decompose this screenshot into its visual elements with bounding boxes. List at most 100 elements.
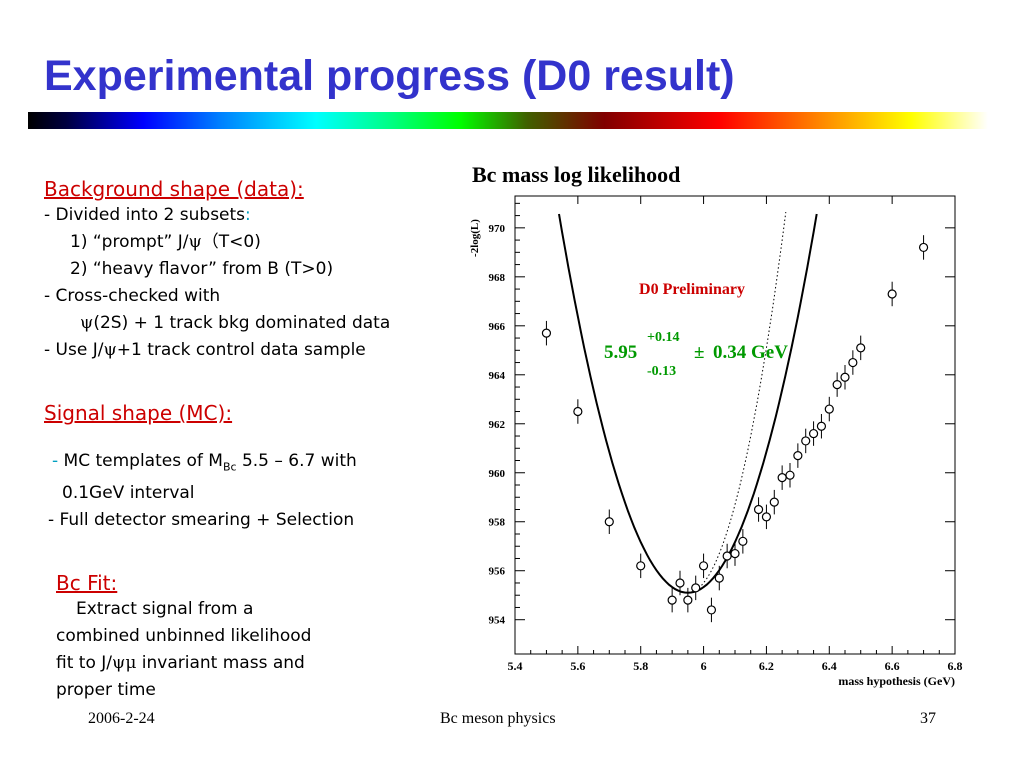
data-point xyxy=(777,473,787,483)
fit-curve xyxy=(558,213,818,594)
bg-line-5: ψ(2S) + 1 track bkg dominated data xyxy=(44,310,390,337)
slide-title: Experimental progress (D0 result) xyxy=(44,52,735,100)
data-point xyxy=(801,436,811,446)
data-point xyxy=(816,421,827,431)
x-tick-label: 6.4 xyxy=(822,659,837,673)
data-point xyxy=(832,379,842,390)
result-pm: ± xyxy=(694,342,704,363)
sig-line-1-post: 5.5 – 6.7 with xyxy=(236,451,357,471)
mass-result: 5.95 +0.14 -0.13 ± 0.34 GeV xyxy=(604,330,788,379)
bg-line-4: - Cross-checked with xyxy=(44,286,221,306)
y-tick-label: 954 xyxy=(489,615,506,627)
footer-center: Bc meson physics xyxy=(440,710,556,727)
data-point xyxy=(753,504,764,515)
fit-heading: Bc Fit: xyxy=(56,571,118,595)
psi-mu-symbol: ψμ xyxy=(112,653,137,673)
bg-line-1-colon: : xyxy=(245,205,251,225)
data-point xyxy=(691,583,701,593)
data-point xyxy=(698,561,709,571)
fit-section: Bc Fit: Extract signal from a combined u… xyxy=(56,570,311,704)
x-tick-label: 6 xyxy=(701,659,707,673)
psi-symbol: ψ xyxy=(188,232,202,252)
x-tick-label: 5.8 xyxy=(633,659,648,673)
data-point xyxy=(808,428,819,439)
bg-line-6-post: +1 track control data sample xyxy=(116,340,366,360)
data-point xyxy=(738,536,748,546)
data-point xyxy=(604,517,614,527)
data-point xyxy=(918,242,929,253)
preliminary-label: D0 Preliminary xyxy=(639,281,745,298)
background-heading: Background shape (data): xyxy=(44,177,304,201)
data-point xyxy=(848,357,858,368)
data-point xyxy=(683,595,693,605)
x-tick-label: 5.6 xyxy=(570,659,585,673)
psi-symbol: ψ xyxy=(80,313,94,333)
bg-line-3: 2) “heavy flavor” from B (T>0) xyxy=(70,259,334,279)
result-err-minus: -0.13 xyxy=(647,364,676,379)
data-point xyxy=(769,497,779,507)
bg-line-5-post: (2S) + 1 track bkg dominated data xyxy=(93,313,391,333)
data-point xyxy=(793,451,803,461)
data-point xyxy=(706,605,717,615)
y-tick-label: 962 xyxy=(489,419,506,431)
y-tick-label: 960 xyxy=(489,468,506,480)
x-axis-label: mass hypothesis (GeV) xyxy=(838,674,955,688)
rainbow-divider xyxy=(28,112,988,129)
y-tick-label: 964 xyxy=(489,370,506,382)
data-point xyxy=(840,372,850,382)
data-point xyxy=(714,573,724,583)
result-syst: 0.34 GeV xyxy=(713,342,788,363)
data-point xyxy=(761,512,772,522)
result-value: 5.95 xyxy=(604,342,637,363)
chart-title: Bc mass log likelihood xyxy=(472,162,681,187)
data-point xyxy=(887,289,897,299)
fit-line-3-post: invariant mass and xyxy=(136,653,305,673)
signal-heading: Signal shape (MC): xyxy=(44,401,233,425)
background-section: Background shape (data): - Divided into … xyxy=(44,176,390,364)
bg-line-6-pre: - Use J/ xyxy=(44,340,104,360)
sig-line-1-sub: Bc xyxy=(222,460,237,474)
sig-line-1-pre: MC templates of M xyxy=(58,451,223,471)
data-point xyxy=(824,404,834,414)
y-tick-label: 970 xyxy=(489,223,506,235)
fit-line-4: proper time xyxy=(56,680,156,700)
signal-section: Signal shape (MC): - MC templates of MBc… xyxy=(44,400,357,534)
bg-line-2-post: （T<0) xyxy=(201,232,261,252)
data-point xyxy=(730,548,740,559)
x-tick-label: 6.8 xyxy=(948,659,963,673)
x-tick-label: 5.4 xyxy=(508,659,523,673)
data-point xyxy=(636,561,646,571)
y-tick-label: 958 xyxy=(489,517,506,529)
fit-line-2: combined unbinned likelihood xyxy=(56,626,312,646)
bg-line-2-pre: 1) “prompt” J/ xyxy=(70,232,189,252)
data-point xyxy=(667,595,677,605)
data-point xyxy=(573,406,583,417)
y-axis-label: -2log(L) xyxy=(469,219,481,257)
fit-line-3: fit to J/ψμ invariant mass and xyxy=(56,650,311,677)
footer-date: 2006-2-24 xyxy=(88,710,155,727)
data-point xyxy=(675,578,685,588)
y-tick-label: 966 xyxy=(489,321,506,333)
result-err-plus: +0.14 xyxy=(647,330,679,345)
data-point xyxy=(785,470,795,480)
x-tick-label: 6.2 xyxy=(759,659,774,673)
data-point xyxy=(722,551,732,561)
y-tick-label: 956 xyxy=(489,566,506,578)
bg-line-2: 1) “prompt” J/ψ（T<0) xyxy=(44,229,390,256)
y-tick-label: 968 xyxy=(489,272,506,284)
psi-symbol: ψ xyxy=(103,340,117,360)
sig-line-2: 0.1GeV interval xyxy=(62,483,195,504)
bg-line-1: - Divided into 2 subsets: xyxy=(44,202,390,229)
bg-line-6: - Use J/ψ+1 track control data sample xyxy=(44,337,390,364)
data-point xyxy=(541,328,552,338)
x-tick-label: 6.6 xyxy=(885,659,900,673)
data-point xyxy=(856,343,866,353)
plot-frame xyxy=(514,195,956,655)
bg-line-1-text: - Divided into 2 subsets xyxy=(44,205,246,225)
sig-line-3: - Full detector smearing + Selection xyxy=(48,510,355,531)
sig-dash: - xyxy=(52,451,59,471)
dotted-curve xyxy=(687,212,787,594)
fit-line-3-pre: fit to J/ xyxy=(56,653,112,673)
footer-page-number: 37 xyxy=(920,710,936,727)
